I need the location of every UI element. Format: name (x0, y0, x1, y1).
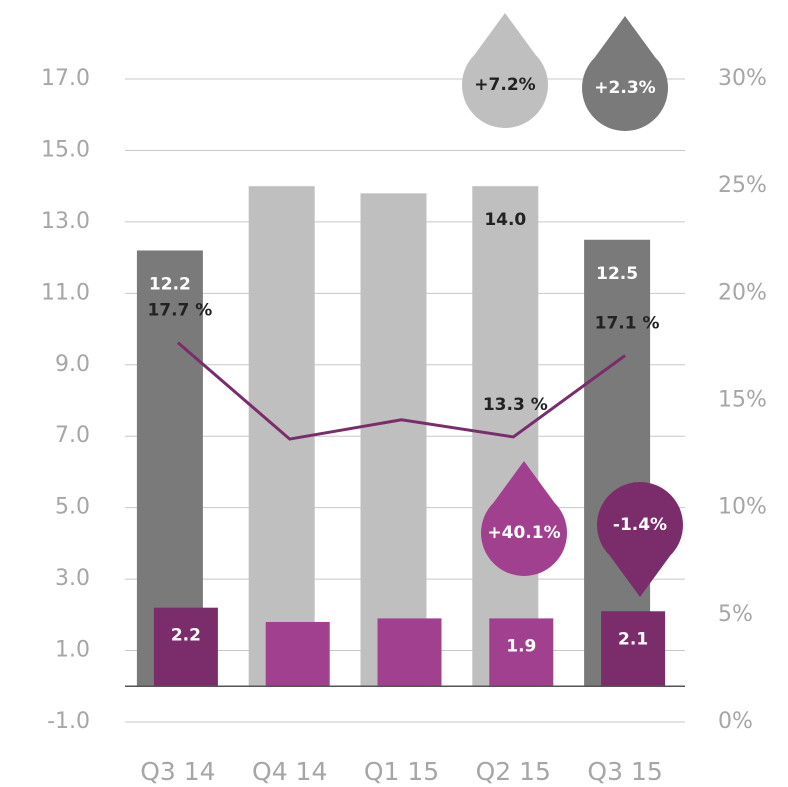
value-label: 2.1 (618, 629, 648, 649)
y-tick-label: 3.0 (55, 566, 90, 591)
annotation: +40.1% (487, 523, 560, 543)
value-label: 14.0 (484, 210, 526, 230)
value-label: 17.7 % (147, 301, 212, 321)
y-tick-label: 9.0 (55, 352, 90, 377)
y-tick-label: 5.0 (55, 495, 90, 520)
droplet (597, 481, 683, 597)
y2-tick-label: 15% (718, 388, 767, 413)
bar (489, 618, 554, 687)
bar (265, 621, 330, 687)
value-label: 13.3 % (483, 395, 548, 415)
y2-tick-label: 30% (718, 66, 767, 91)
y-tick-label: 11.0 (41, 280, 90, 305)
annotation: -1.4% (613, 515, 667, 535)
bar (377, 618, 442, 687)
droplet (481, 461, 567, 577)
x-tick-label: Q1 15 (364, 757, 439, 786)
x-tick-label: Q3 14 (140, 757, 215, 786)
line (176, 341, 626, 441)
x-tick-label: Q3 15 (587, 757, 662, 786)
y-tick-label: 17.0 (41, 66, 90, 91)
annotation: +2.3% (594, 78, 655, 98)
value-label: 2.2 (171, 626, 201, 646)
x-tick-label: Q4 14 (252, 757, 327, 786)
droplet (582, 16, 668, 132)
value-label: 17.1 % (595, 313, 660, 333)
x-tick-label: Q2 15 (476, 757, 551, 786)
y-tick-label: -1.0 (47, 709, 90, 734)
value-label: 1.9 (506, 636, 536, 656)
y2-tick-label: 10% (718, 495, 767, 520)
y2-tick-label: 0% (718, 709, 753, 734)
bar (153, 607, 218, 687)
value-label: 12.5 (596, 264, 638, 284)
y-tick-label: 13.0 (41, 209, 90, 234)
bar (360, 193, 427, 687)
y-tick-label: 15.0 (41, 137, 90, 162)
annotation: +7.2% (474, 75, 535, 95)
y2-tick-label: 5% (718, 602, 753, 627)
value-label: 12.2 (149, 274, 191, 294)
y2-tick-label: 25% (718, 173, 767, 198)
droplet (462, 13, 548, 129)
y-tick-label: 7.0 (55, 423, 90, 448)
y2-tick-label: 20% (718, 280, 767, 305)
bar (601, 611, 666, 687)
y-tick-label: 1.0 (55, 638, 90, 663)
